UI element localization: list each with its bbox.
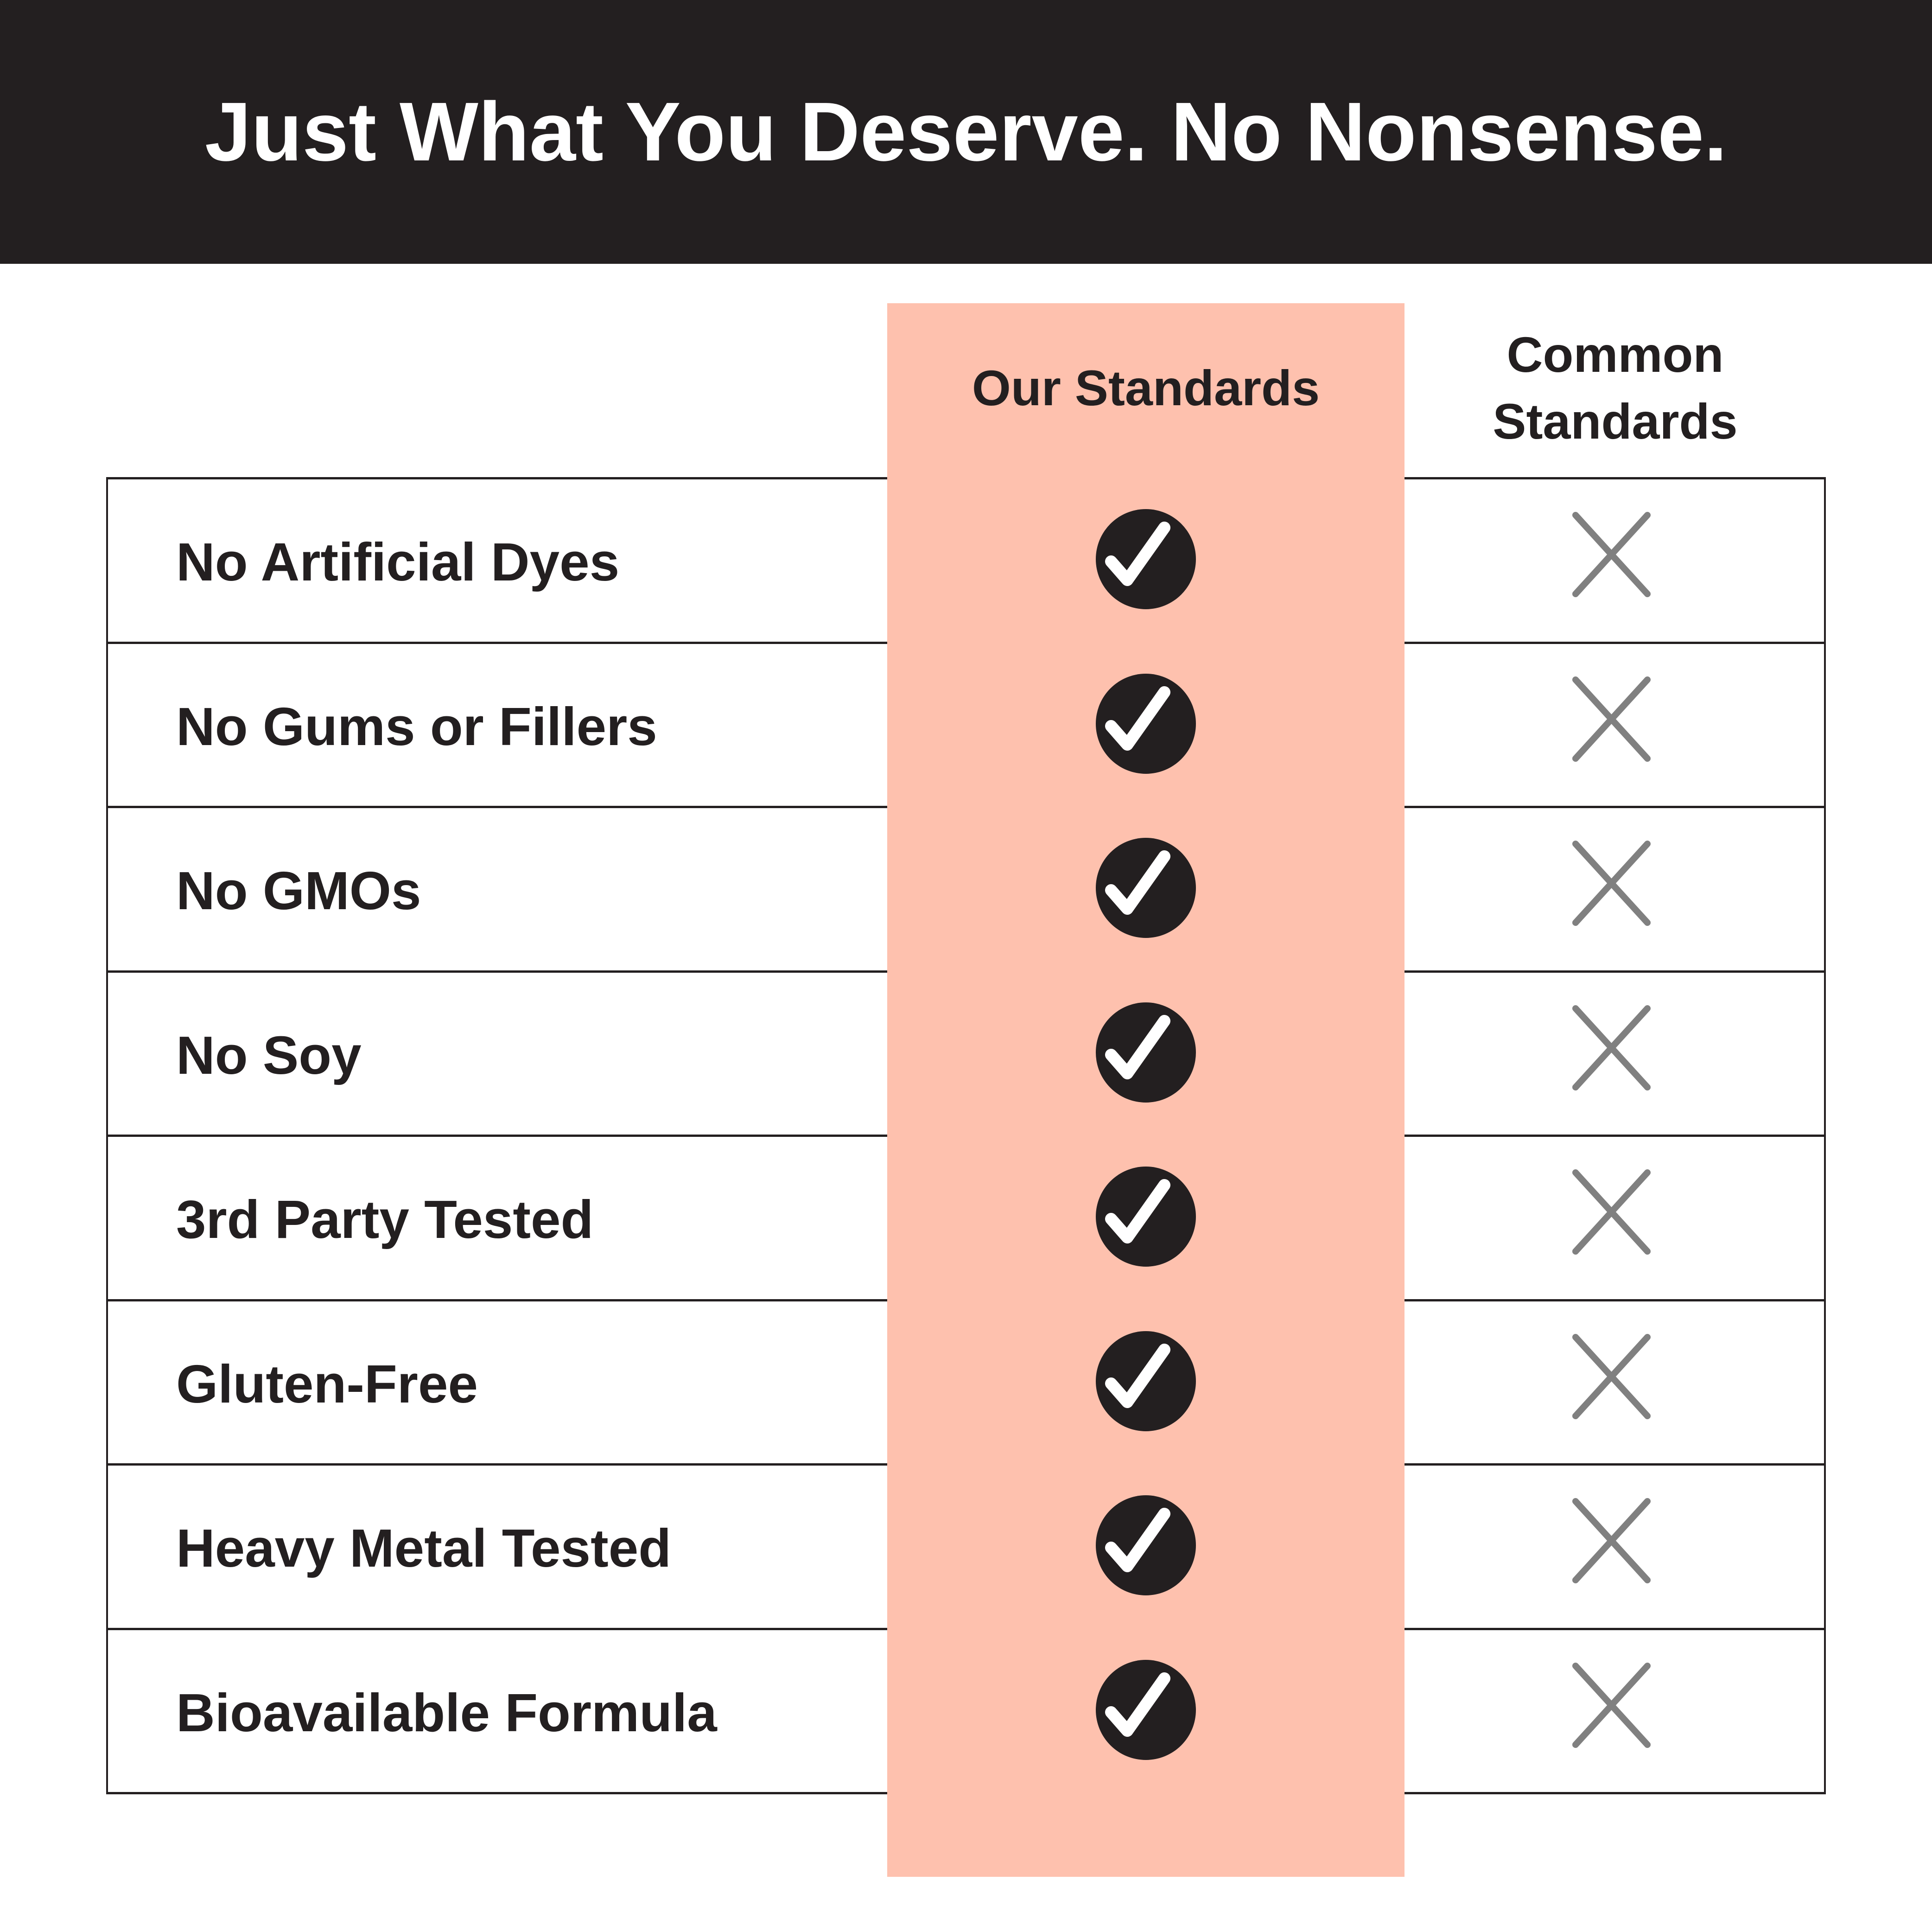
header-banner: Just What You Deserve. No Nonsense.	[0, 0, 1932, 264]
page-title: Just What You Deserve. No Nonsense.	[204, 85, 1728, 179]
check-icon	[1096, 1495, 1196, 1596]
row-divider	[106, 642, 887, 644]
row-divider	[1405, 642, 1826, 644]
our-standards-heading: Our Standards	[972, 360, 1320, 416]
x-icon	[1572, 841, 1651, 926]
common-standards-heading-line1: Common	[1506, 326, 1724, 383]
common-standards-heading: Common Standards	[1405, 321, 1826, 455]
row-divider	[106, 1135, 887, 1137]
check-icon	[1096, 838, 1196, 938]
row-label: No Gums or Fillers	[176, 696, 657, 757]
check-icon	[1096, 1167, 1196, 1267]
x-icon	[1572, 1169, 1651, 1255]
x-icon	[1572, 676, 1651, 762]
row-divider	[1405, 806, 1826, 808]
row-divider	[1405, 1299, 1826, 1301]
x-icon	[1572, 1005, 1651, 1090]
row-divider	[1405, 970, 1826, 973]
common-standards-heading-line2: Standards	[1493, 393, 1738, 449]
table-right-border	[1824, 477, 1826, 1794]
x-icon	[1572, 512, 1651, 598]
x-icon	[1572, 1662, 1651, 1748]
row-label: Bioavailable Formula	[176, 1682, 717, 1743]
row-divider	[106, 970, 887, 973]
table-left-border	[106, 477, 108, 1794]
row-divider	[1405, 1792, 1826, 1794]
check-icon	[1096, 1659, 1196, 1760]
row-divider	[106, 477, 887, 479]
row-divider	[106, 1792, 887, 1794]
row-label: No GMOs	[176, 861, 421, 921]
row-divider	[106, 1463, 887, 1466]
row-label: No Artificial Dyes	[176, 532, 620, 593]
row-label: Heavy Metal Tested	[176, 1518, 672, 1579]
row-divider	[1405, 477, 1826, 479]
check-icon	[1096, 673, 1196, 774]
row-divider	[1405, 1135, 1826, 1137]
x-icon	[1572, 1333, 1651, 1419]
row-divider	[1405, 1463, 1826, 1466]
row-divider	[106, 1628, 887, 1630]
x-icon	[1572, 1498, 1651, 1584]
row-divider	[106, 806, 887, 808]
row-label: 3rd Party Tested	[176, 1189, 594, 1250]
row-label: No Soy	[176, 1025, 362, 1085]
row-label: Gluten-Free	[176, 1353, 478, 1414]
check-icon	[1096, 509, 1196, 610]
row-divider	[1405, 1628, 1826, 1630]
check-icon	[1096, 1331, 1196, 1431]
row-divider	[106, 1299, 887, 1301]
check-icon	[1096, 1002, 1196, 1103]
